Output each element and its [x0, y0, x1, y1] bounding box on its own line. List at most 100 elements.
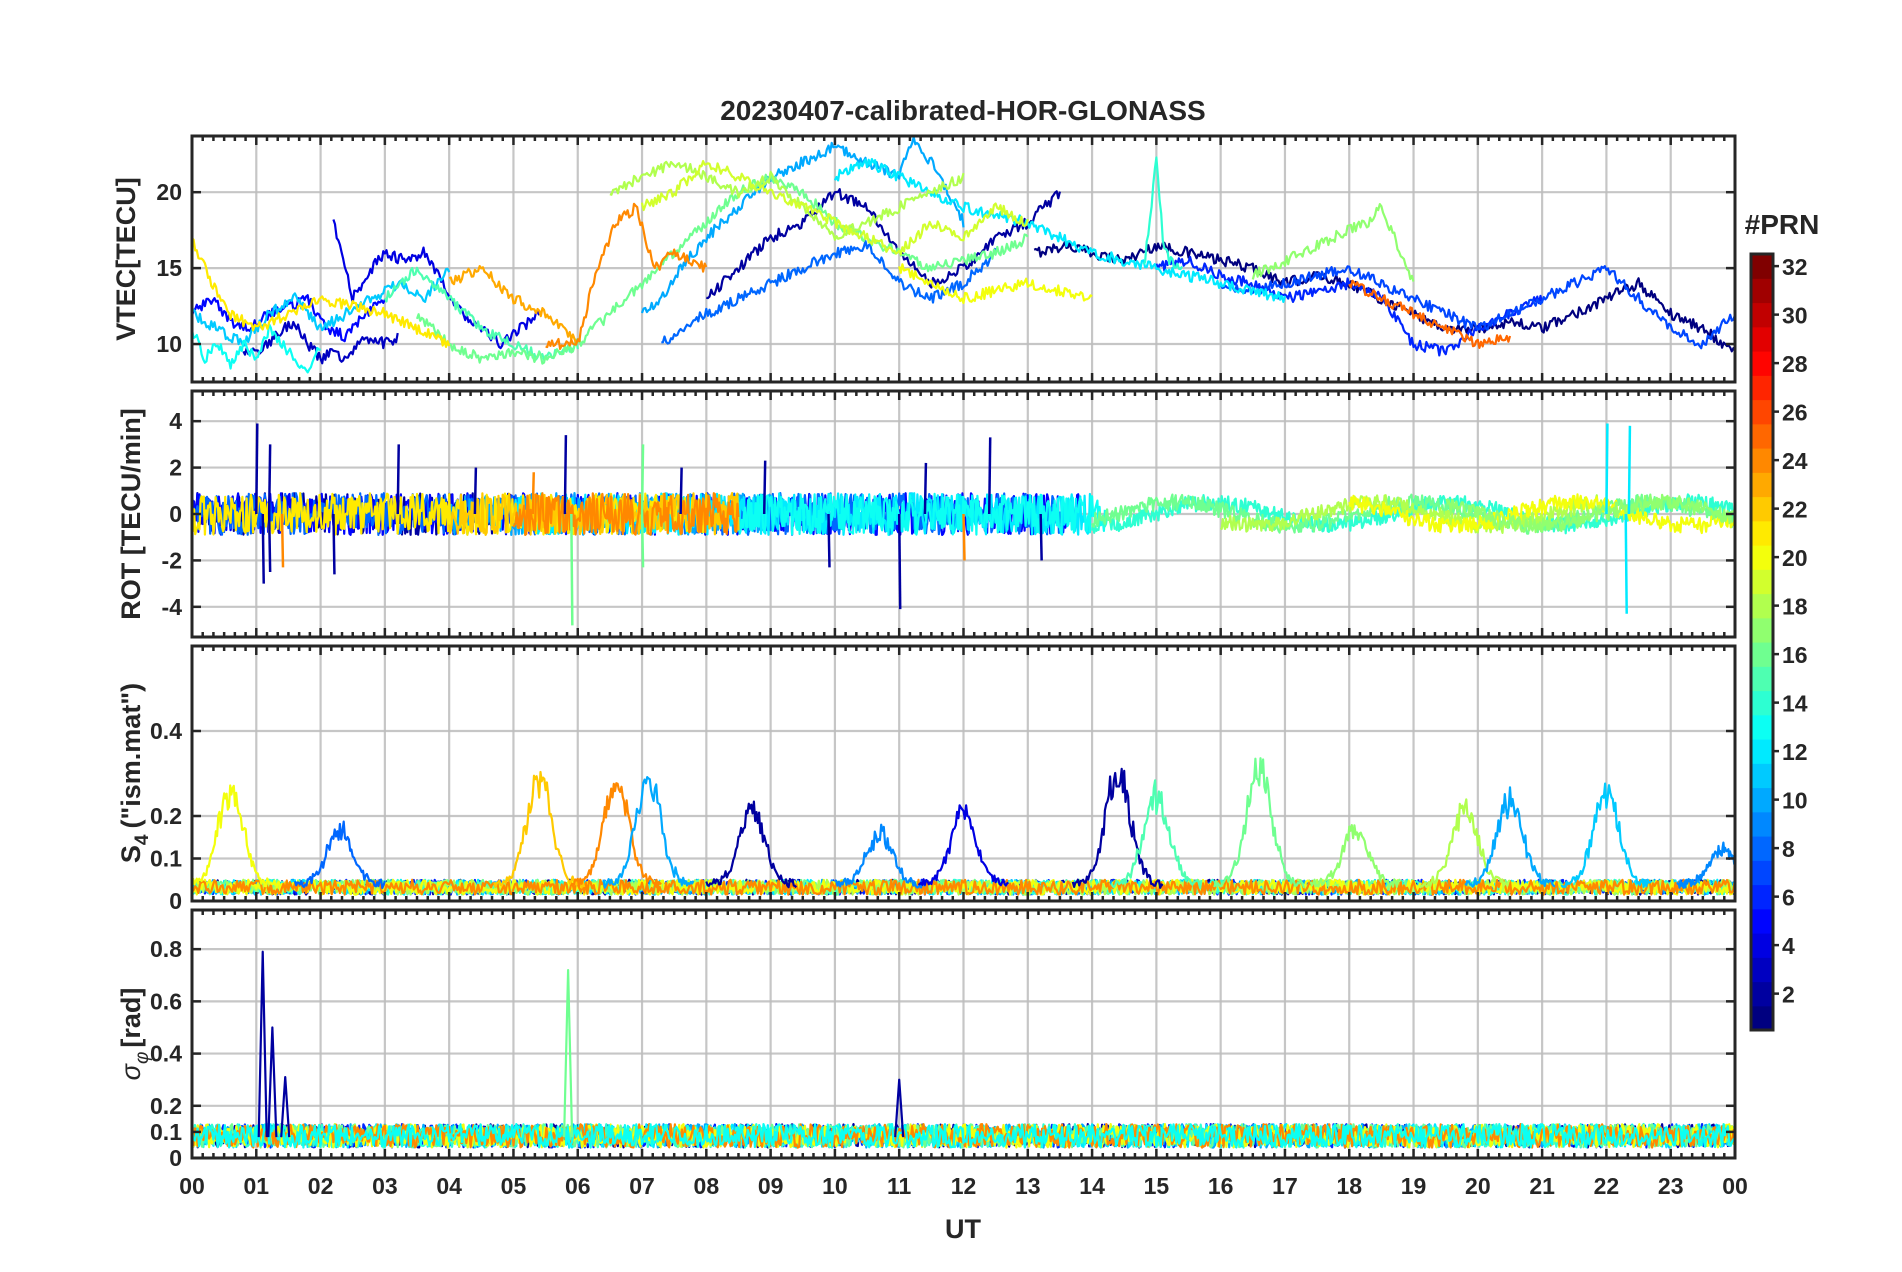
x-tick-label: 17: [1272, 1173, 1298, 1199]
x-tick-label: 07: [629, 1173, 655, 1199]
colorbar-block: [1751, 933, 1773, 958]
colorbar-tick-label: 4: [1782, 933, 1795, 959]
vtec-series-prn-20: [898, 263, 1093, 305]
colorbar-tick-label: 12: [1782, 739, 1808, 765]
y-tick-label: 10: [156, 331, 182, 357]
rot-series-prn-17: [1445, 493, 1737, 534]
s4-ylabel: S4 ("ism.mat"): [116, 683, 153, 863]
colorbar-tick-label: 24: [1782, 448, 1808, 474]
vtec-panel: 10 15 20 VTEC[TECU]: [111, 134, 1737, 384]
y-tick-label: 0.2: [150, 803, 182, 829]
y-tick-label: -2: [162, 547, 182, 573]
colorbar-block: [1751, 642, 1773, 667]
s4-peak-prn-9: [834, 823, 926, 889]
rot-spike: [1624, 513, 1628, 614]
colorbar-block: [1751, 472, 1773, 498]
colorbar-tick-label: 26: [1782, 400, 1808, 426]
colorbar-block: [1751, 860, 1773, 886]
x-tick-label: 20: [1465, 1173, 1491, 1199]
colorbar-block: [1751, 666, 1773, 692]
sigma-phi-ylabel: σφ [rad]: [116, 988, 153, 1081]
colorbar-block: [1751, 278, 1773, 304]
x-tick-label: 06: [565, 1173, 591, 1199]
x-tick-label: 12: [951, 1173, 977, 1199]
y-tick-label: 0.6: [150, 988, 182, 1014]
colorbar-frame: [1749, 252, 1775, 1032]
colorbar-block: [1751, 981, 1773, 1007]
colorbar-block: [1751, 908, 1773, 934]
x-tick-label: 00: [179, 1173, 205, 1199]
y-tick-label: 0.2: [150, 1093, 182, 1119]
rot-spike: [332, 513, 336, 575]
y-tick-label: 15: [156, 255, 182, 281]
x-tick-label: 01: [243, 1173, 269, 1199]
chart-title: 20230407-calibrated-HOR-GLONASS: [720, 95, 1206, 126]
colorbar-block: [1751, 496, 1773, 522]
y-tick-label: 0: [169, 1145, 182, 1171]
rot-spike: [473, 467, 478, 515]
rot-spike: [1605, 423, 1609, 515]
s4-peak-prn-16: [1213, 757, 1306, 889]
s4-peak-prn-20: [190, 784, 277, 888]
x-tick-label: 00: [1722, 1173, 1748, 1199]
s4-ylabel-rest: ("ism.mat"): [116, 683, 146, 829]
s4-peak-prn-2: [1071, 767, 1164, 889]
vtec-series-prn-17: [1251, 203, 1415, 282]
rot-spike: [1627, 425, 1632, 515]
colorbar-tick-label: 14: [1782, 691, 1808, 717]
rot-spike: [261, 513, 265, 584]
colorbar-block: [1751, 545, 1773, 570]
y-tick-label: 0.1: [150, 846, 182, 872]
x-tick-label: 02: [308, 1173, 334, 1199]
rot-spike: [827, 513, 831, 568]
sigma-phi-spike: [894, 1078, 905, 1138]
rot-series-prn-24: [512, 492, 740, 537]
x-tick-label: 15: [1144, 1173, 1170, 1199]
y-tick-label: 20: [156, 179, 182, 205]
colorbar-block: [1751, 302, 1773, 328]
colorbar-tick-label: 16: [1782, 642, 1808, 668]
s4-peak-prn-8: [293, 820, 386, 890]
x-tick-label: 10: [822, 1173, 848, 1199]
x-tick-labels: 00 01 02 03 04 05 06 07 08 09 10 11 12 13 14 15 16 17 18 19…: [179, 1173, 1748, 1199]
x-tick-label: 13: [1015, 1173, 1041, 1199]
sigma-phi-spike: [267, 1026, 278, 1138]
x-tick-label: 21: [1529, 1173, 1555, 1199]
vtec-series-prn-23: [448, 265, 579, 345]
vtec-series-prn-11: [191, 267, 451, 347]
colorbar-tick-label: 8: [1782, 836, 1795, 862]
colorbar-block: [1751, 787, 1773, 813]
s4-axes-frame: [190, 644, 1737, 903]
x-tick-label: 14: [1079, 1173, 1105, 1199]
rot-spike: [1039, 513, 1043, 561]
rot-spike: [280, 513, 285, 568]
rot-spike: [570, 513, 574, 626]
y-tick-label: 0: [169, 888, 182, 914]
s4-ylabel-sub: 4: [132, 834, 153, 845]
y-tick-label: 0.1: [150, 1119, 182, 1145]
sigma-phi-series-prn-13: [190, 1122, 1736, 1149]
colorbar-block: [1751, 593, 1773, 619]
rot-series-prn-13: [737, 492, 1106, 537]
s4-ylabel-main: S: [116, 845, 146, 863]
rot-spike: [762, 460, 767, 515]
vtec-series-prn-12: [833, 158, 1287, 303]
rot-spike: [897, 513, 902, 610]
rot-spike: [679, 467, 683, 515]
x-tick-label: 04: [436, 1173, 462, 1199]
x-tick-label: 08: [694, 1173, 720, 1199]
colorbar-block: [1751, 714, 1773, 740]
colorbar-block: [1751, 957, 1773, 983]
x-tick-label: 18: [1336, 1173, 1362, 1199]
colorbar-tick-label: 10: [1782, 788, 1808, 814]
colorbar-block: [1751, 763, 1773, 789]
y-tick-label: 0.4: [150, 718, 182, 744]
s4-peak-prn-11: [1560, 782, 1653, 889]
colorbar-block: [1751, 448, 1773, 473]
vtec-series-prn-18: [609, 160, 965, 241]
sigma-phi-spike: [257, 950, 268, 1138]
colorbar-block: [1751, 569, 1773, 595]
x-tick-label: 23: [1658, 1173, 1684, 1199]
